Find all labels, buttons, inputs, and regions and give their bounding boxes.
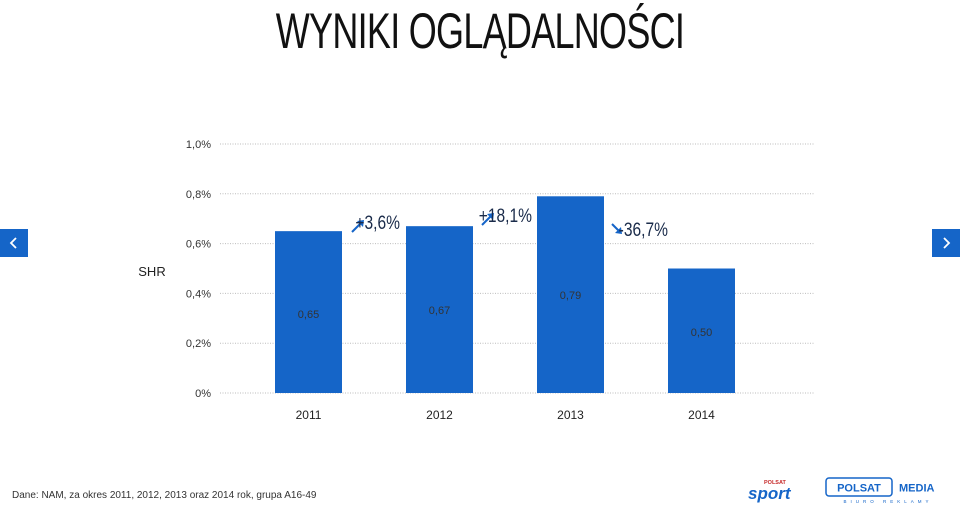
arrow-up-right-icon xyxy=(351,220,364,233)
y-axis-label: SHR xyxy=(138,264,165,279)
y-tick-label: 0,4% xyxy=(186,288,211,300)
polsat-media-logo-sub: BIURO REKLAMY xyxy=(843,499,932,504)
change-label: -36,7% xyxy=(619,219,668,241)
next-slide-button[interactable] xyxy=(932,229,960,257)
change-label: +3,6% xyxy=(355,212,400,234)
page-title: WYNIKI OGLĄDALNOŚCI xyxy=(275,3,685,59)
y-tick-label: 0,6% xyxy=(186,239,211,251)
chevron-left-icon xyxy=(9,237,17,249)
x-tick-label: 2013 xyxy=(557,408,584,422)
chevron-right-icon xyxy=(943,237,951,249)
prev-slide-button[interactable] xyxy=(0,229,28,257)
y-tick-label: 0% xyxy=(195,388,211,400)
polsat-media-logo-left: POLSAT xyxy=(837,483,881,495)
polsat-media-logo: POLSAT MEDIA BIURO REKLAMY xyxy=(825,477,935,504)
x-tick-label: 2012 xyxy=(426,408,453,422)
source-footnote: Dane: NAM, za okres 2011, 2012, 2013 ora… xyxy=(12,490,317,501)
y-tick-label: 1,0% xyxy=(186,139,211,151)
polsat-sport-logo-main: sport xyxy=(748,484,792,503)
change-label: +18,1% xyxy=(479,205,532,227)
arrow-down-right-icon xyxy=(611,223,622,234)
data-label: 0,67 xyxy=(429,305,450,317)
x-tick-label: 2014 xyxy=(688,408,715,422)
data-label: 0,50 xyxy=(691,327,712,339)
polsat-sport-logo-top: POLSAT xyxy=(764,480,787,486)
x-tick-label: 2011 xyxy=(296,408,322,422)
polsat-sport-logo: POLSAT sport xyxy=(748,480,792,503)
bar xyxy=(406,226,473,393)
data-label: 0,65 xyxy=(298,309,319,321)
y-tick-label: 0,8% xyxy=(186,189,211,201)
arrow-up-right-icon xyxy=(481,213,494,226)
bar xyxy=(668,268,735,393)
bar xyxy=(537,196,604,393)
data-label: 0,79 xyxy=(560,290,581,302)
bar xyxy=(275,231,342,393)
y-tick-label: 0,2% xyxy=(186,338,211,350)
polsat-media-logo-right: MEDIA xyxy=(899,483,935,495)
